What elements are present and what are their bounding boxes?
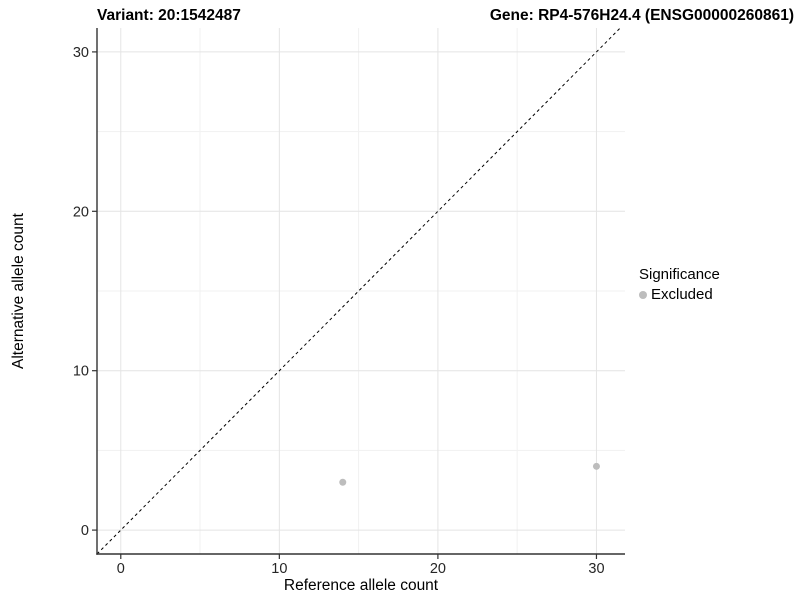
gene-title: Gene: RP4-576H24.4 (ENSG00000260861)	[489, 7, 794, 24]
identity-line	[96, 27, 621, 555]
y-tick-label: 30	[73, 45, 89, 61]
data-point	[339, 478, 347, 486]
x-tick-label: 30	[588, 561, 604, 577]
y-tick-label: 10	[73, 364, 89, 380]
variant-title: Variant: 20:1542487	[97, 7, 241, 24]
legend-title: Significance	[639, 266, 720, 283]
legend-entry-label: Excluded	[651, 286, 713, 303]
y-axis-title: Alternative allele count	[10, 213, 27, 369]
x-tick-label: 20	[430, 561, 446, 577]
x-tick-label: 0	[117, 561, 125, 577]
legend-entry-excluded: Excluded	[639, 286, 720, 303]
x-axis-title: Reference allele count	[283, 577, 439, 594]
legend: Significance Excluded	[639, 266, 720, 303]
x-tick-label: 10	[271, 561, 287, 577]
excluded-point-icon	[639, 290, 647, 299]
y-tick-label: 0	[81, 523, 89, 539]
data-point	[592, 462, 600, 470]
y-tick-label: 20	[73, 204, 89, 220]
